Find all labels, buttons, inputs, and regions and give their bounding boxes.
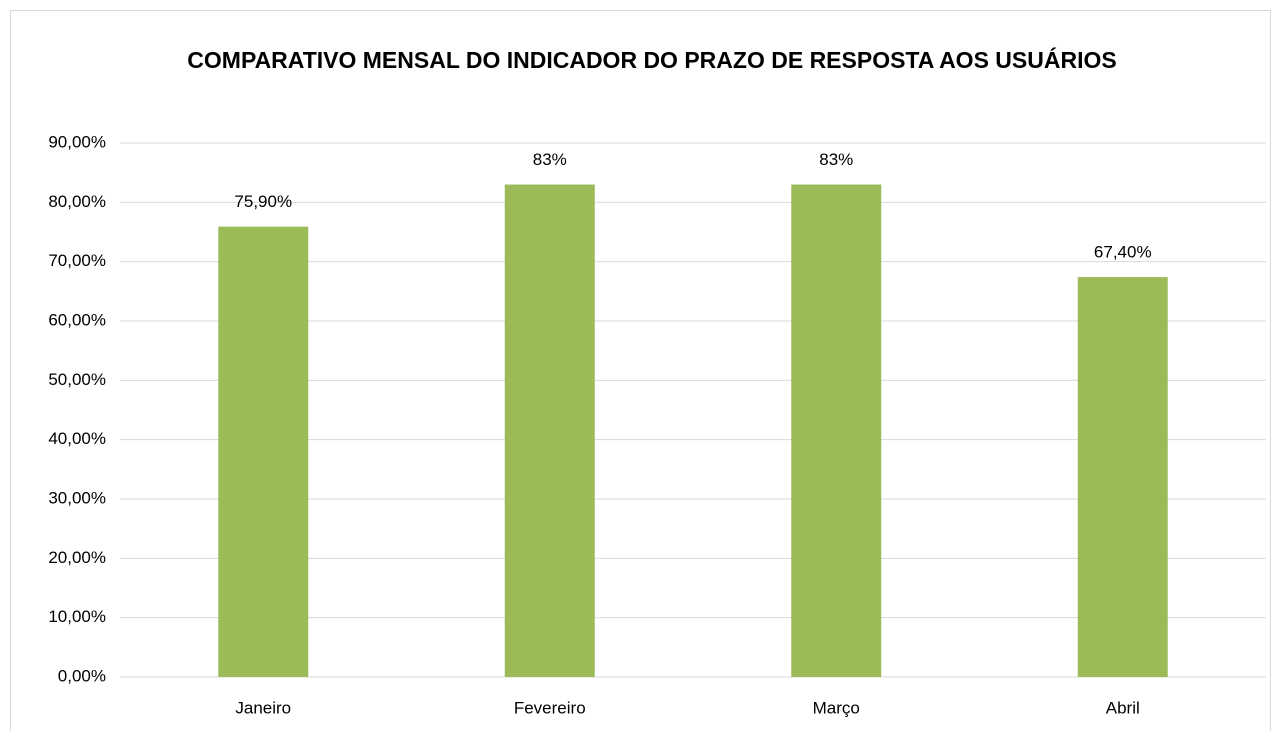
y-tick-label: 60,00%	[48, 310, 106, 329]
x-tick-label: Fevereiro	[514, 698, 586, 717]
x-tick-label: Março	[813, 698, 860, 717]
data-label: 67,40%	[1094, 243, 1152, 262]
y-tick-label: 10,00%	[48, 607, 106, 626]
bar	[1077, 277, 1168, 677]
y-tick-label: 70,00%	[48, 251, 106, 270]
y-tick-label: 40,00%	[48, 429, 106, 448]
bar	[218, 226, 309, 677]
y-tick-label: 20,00%	[48, 548, 106, 567]
chart-title: COMPARATIVO MENSAL DO INDICADOR DO PRAZO…	[187, 47, 1117, 73]
data-label: 83%	[819, 150, 853, 169]
bar	[791, 184, 882, 678]
y-tick-label: 50,00%	[48, 370, 106, 389]
y-tick-label: 80,00%	[48, 192, 106, 211]
bar	[504, 184, 595, 678]
x-tick-label: Abril	[1106, 698, 1140, 717]
y-tick-label: 0,00%	[58, 666, 106, 685]
y-tick-label: 90,00%	[48, 132, 106, 151]
data-label: 83%	[533, 150, 567, 169]
data-label: 75,90%	[234, 192, 292, 211]
x-tick-label: Janeiro	[235, 698, 291, 717]
y-tick-label: 30,00%	[48, 488, 106, 507]
